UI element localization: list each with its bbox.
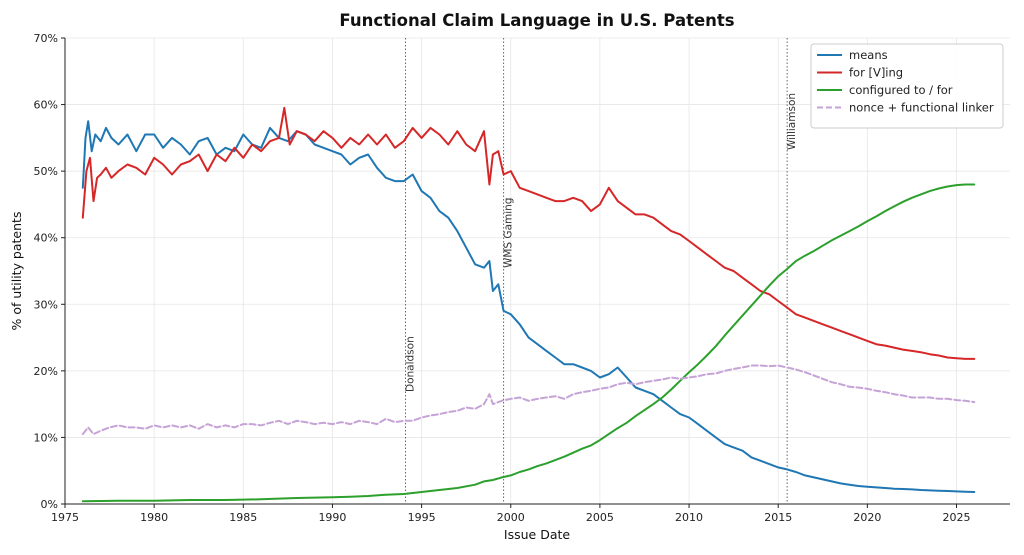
- series-line-1: [83, 121, 975, 492]
- event-label: Donaldson: [405, 336, 417, 392]
- x-tick-label: 1975: [51, 511, 79, 524]
- y-tick-label: 10%: [34, 431, 58, 444]
- y-tick-label: 20%: [34, 365, 58, 378]
- legend: means for [V]ing configured to / for nonce …: [811, 44, 1003, 128]
- x-tick-label: 2000: [497, 511, 525, 524]
- y-tick-label: 0%: [41, 498, 58, 511]
- y-tick-label: 40%: [34, 232, 58, 245]
- event-markers: Donaldson WMS Gaming Williamson: [405, 38, 799, 504]
- series-line-3: [83, 185, 975, 502]
- y-tick-label: 30%: [34, 298, 58, 311]
- x-tick-label: 2020: [853, 511, 881, 524]
- y-tick-label: 50%: [34, 165, 58, 178]
- y-tick-label: 70%: [34, 32, 58, 45]
- y-axis-title: % of utility patents: [9, 212, 24, 331]
- x-axis-title: Issue Date: [504, 527, 570, 542]
- x-tick-label: 1985: [229, 511, 257, 524]
- legend-label: nonce + functional linker: [849, 101, 994, 115]
- series-line-2: [83, 108, 975, 359]
- x-tick-label: 2010: [675, 511, 703, 524]
- event-label: Williamson: [786, 93, 798, 150]
- event-label: WMS Gaming: [503, 198, 515, 268]
- x-tick-label: 2025: [943, 511, 971, 524]
- legend-label: means: [849, 48, 888, 62]
- x-tick-label: 1990: [318, 511, 346, 524]
- x-tick-label: 2015: [764, 511, 792, 524]
- legend-label: configured to / for: [849, 83, 953, 97]
- chart-title: Functional Claim Language in U.S. Patent…: [339, 11, 734, 30]
- series-line-4: [83, 366, 975, 435]
- x-tick-label: 2005: [586, 511, 614, 524]
- x-tick-label: 1980: [140, 511, 168, 524]
- y-tick-label: 60%: [34, 99, 58, 112]
- legend-label: for [V]ing: [849, 66, 903, 80]
- x-tick-label: 1995: [408, 511, 436, 524]
